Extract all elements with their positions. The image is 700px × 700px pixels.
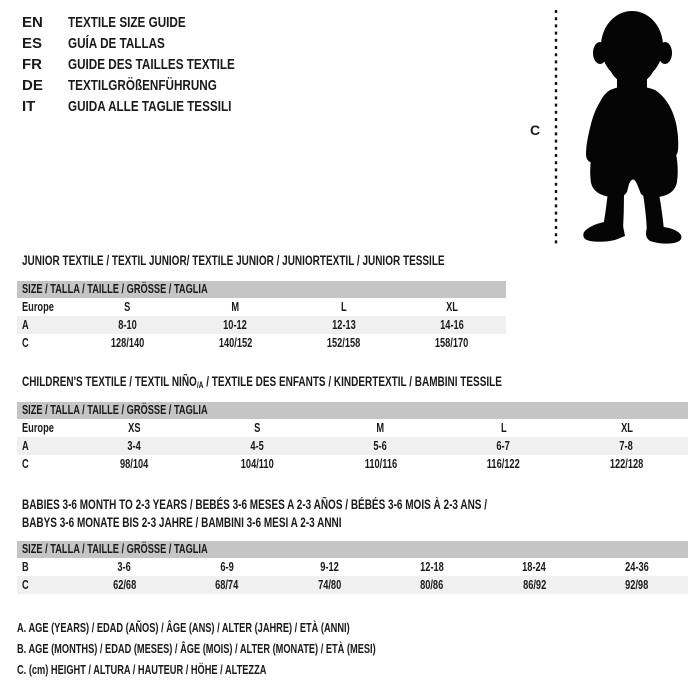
children-section-title: CHILDREN'S TEXTILE / TEXTIL NIÑO/A / TEX…	[22, 374, 502, 390]
row-label: Europe	[22, 300, 54, 314]
lang-code: FR	[22, 56, 42, 73]
lang-title: GUIDA ALLE TAGLIE TESSILI	[68, 98, 232, 115]
lang-title: TEXTILE SIZE GUIDE	[68, 14, 186, 31]
table-row-age-years: A 8-10 10-12 12-13 14-16	[17, 316, 506, 334]
children-size-table: SIZE / TALLA / TAILLE / GRÖSSE / TAGLIA …	[17, 402, 688, 473]
lang-row-de: DE TEXTILGRÖßENFÜHRUNG	[22, 75, 282, 96]
lang-row-fr: FR GUIDE DES TAILLES TEXTILE	[22, 54, 282, 75]
junior-size-table: SIZE / TALLA / TAILLE / GRÖSSE / TAGLIA …	[17, 281, 506, 352]
lang-code: ES	[22, 35, 43, 52]
legend-line-b: B. AGE (MONTHS) / EDAD (MESES) / ÂGE (MO…	[17, 642, 376, 656]
table-row-height: C 128/140 140/152 152/158 158/170	[22, 336, 469, 350]
babies-size-table: SIZE / TALLA / TAILLE / GRÖSSE / TAGLIA …	[17, 541, 688, 594]
legend-line-c: C. (cm) HEIGHT / ALTURA / HAUTEUR / HÖHE…	[17, 663, 267, 677]
babies-section-title: BABIES 3-6 MONTH TO 2-3 YEARS / BEBÉS 3-…	[22, 497, 488, 530]
language-list: EN TEXTILE SIZE GUIDE ES GUÍA DE TALLAS …	[22, 12, 282, 117]
table-row-height: C 62/68 68/74 74/80 80/86 86/92 92/98	[17, 576, 688, 594]
row-label: A	[22, 318, 29, 332]
size-header-bar: SIZE / TALLA / TAILLE / GRÖSSE / TAGLIA	[17, 402, 688, 419]
row-label: A	[22, 439, 29, 453]
toddler-silhouette-icon	[554, 10, 682, 246]
legend-line-a: A. AGE (YEARS) / EDAD (AÑOS) / ÂGE (ANS)…	[17, 621, 350, 635]
lang-title: GUÍA DE TALLAS	[68, 35, 165, 52]
junior-section-title: JUNIOR TEXTILE / TEXTIL JUNIOR/ TEXTILE …	[22, 253, 445, 268]
table-row-europe: Europe XS S M L XL	[22, 421, 633, 435]
legend: A. AGE (YEARS) / EDAD (AÑOS) / ÂGE (ANS)…	[17, 618, 502, 681]
lang-title: GUIDE DES TAILLES TEXTILE	[68, 56, 235, 73]
lang-title: TEXTILGRÖßENFÜHRUNG	[68, 77, 217, 94]
lang-row-es: ES GUÍA DE TALLAS	[22, 33, 282, 54]
size-header-bar: SIZE / TALLA / TAILLE / GRÖSSE / TAGLIA	[17, 541, 688, 558]
table-row-height: C 98/104 104/110 110/116 116/122 122/128	[22, 457, 644, 471]
row-label: C	[22, 578, 29, 592]
row-label: C	[22, 336, 29, 350]
lang-code: EN	[22, 14, 43, 31]
lang-code: IT	[22, 98, 36, 115]
table-row-age-years: A 3-4 4-5 5-6 6-7 7-8	[17, 437, 688, 455]
row-label: C	[22, 457, 29, 471]
size-header-bar: SIZE / TALLA / TAILLE / GRÖSSE / TAGLIA	[17, 281, 506, 298]
row-label: Europe	[22, 421, 54, 435]
height-measure-label: C	[530, 122, 541, 138]
table-row-europe: Europe S M L XL	[22, 300, 458, 314]
lang-row-en: EN TEXTILE SIZE GUIDE	[22, 12, 282, 33]
lang-row-it: IT GUIDA ALLE TAGLIE TESSILI	[22, 96, 282, 117]
row-label: B	[22, 560, 29, 574]
table-row-age-months: B 3-6 6-9 9-12 12-18 18-24 24-36	[22, 560, 649, 574]
lang-code: DE	[22, 77, 43, 94]
